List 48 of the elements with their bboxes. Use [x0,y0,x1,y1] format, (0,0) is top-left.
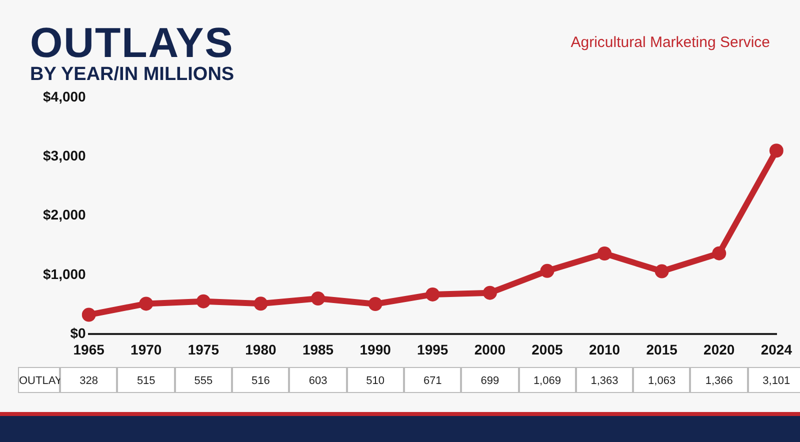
data-label: 1,363 [576,367,634,393]
x-tick-label: 1970 [130,341,162,358]
x-tick-label: 1975 [188,341,220,358]
data-label: 1,069 [518,367,576,393]
data-label: 1,366 [690,367,748,393]
data-label: 603 [289,367,347,393]
point [254,296,268,311]
x-tick-label: 2005 [532,341,564,358]
point [712,246,726,260]
x-tick-label: 1985 [302,341,334,358]
x-tick-label: 1965 [73,341,105,358]
data-label: 555 [174,367,232,393]
data-label: 515 [117,367,175,393]
point [82,308,96,322]
data-label: 516 [232,367,290,393]
x-tick-label: 1995 [417,341,448,358]
data-label: 3,101 [748,367,800,393]
x-tick-label: 1980 [245,341,276,358]
data-label: 699 [461,367,519,393]
chart-subtitle: BY YEAR/IN MILLIONS [30,64,234,86]
point [540,264,554,278]
x-tick-label: 2010 [588,341,620,358]
data-label: 510 [346,367,404,393]
text: Agricultural Marketing Service [570,34,770,51]
x-tick-label: 2015 [646,341,678,358]
y-tick-label: $0 [70,325,86,342]
point [654,264,669,278]
x-tick-label: 1990 [360,341,392,358]
text: OUTLAY [18,367,62,393]
point [311,292,326,306]
point [139,296,154,311]
y-tick-label: $3,000 [42,147,86,164]
point [196,294,210,308]
data-label: 328 [80,375,98,387]
y-tick-label: $1,000 [42,266,86,282]
y-tick-label: $2,000 [42,206,86,223]
x-tick-label: 2024 [760,341,792,358]
point [368,297,382,312]
point [482,286,497,300]
point [598,246,612,261]
point [769,144,784,158]
data-label: 671 [404,367,462,393]
y-tick-label: $4,000 [42,88,86,104]
data-label: 1,063 [633,367,690,393]
point [426,287,440,302]
x-tick-label: 2020 [704,341,735,358]
chart-title: OUTLAYS [30,19,234,66]
x-tick-label: 2000 [474,341,506,358]
